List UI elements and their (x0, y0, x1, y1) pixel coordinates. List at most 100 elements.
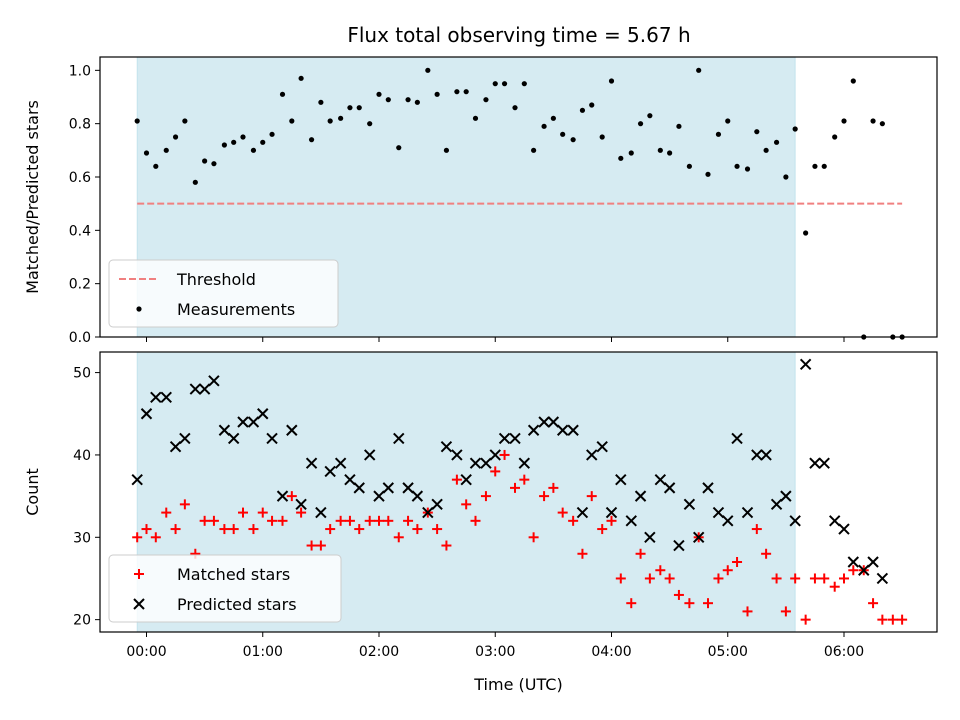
data-point (286, 424, 298, 436)
data-point (832, 134, 838, 140)
data-point (134, 118, 140, 124)
data-point (219, 524, 230, 535)
data-point (140, 408, 153, 420)
data-point (635, 548, 646, 559)
data-point (169, 440, 182, 453)
data-point (579, 107, 586, 113)
data-point (454, 89, 460, 95)
data-point (289, 118, 295, 124)
data-point (667, 150, 673, 156)
data-point (298, 75, 304, 81)
data-point (599, 134, 605, 140)
data-point (818, 457, 830, 469)
data-point (877, 614, 888, 625)
data-point (492, 81, 498, 87)
data-point (519, 474, 530, 485)
data-point (605, 506, 618, 519)
data-point (141, 524, 152, 535)
x-tick-label: 04:00 (591, 644, 631, 660)
legend: Matched stars Predicted stars (108, 554, 342, 623)
x-tick-label: 05:00 (708, 644, 748, 660)
legend-marker (136, 306, 142, 312)
data-point (761, 548, 772, 559)
data-point (150, 391, 162, 404)
data-point (318, 99, 324, 105)
axes-frame (99, 351, 938, 633)
data-point (269, 131, 275, 137)
data-point (324, 465, 336, 478)
data-point (376, 91, 382, 97)
data-point (839, 573, 849, 584)
data-point (469, 457, 482, 469)
data-point (257, 408, 269, 420)
data-point (637, 121, 644, 127)
data-point (751, 524, 762, 535)
data-point (556, 424, 569, 436)
data-point (879, 121, 885, 127)
y-tick-label: 0.6 (69, 170, 91, 186)
data-point (676, 123, 682, 129)
y-tick-label: 0.4 (69, 223, 91, 239)
data-point (799, 358, 812, 371)
data-point (382, 482, 395, 494)
data-point (393, 432, 405, 445)
data-point (143, 150, 150, 156)
data-point (441, 540, 452, 551)
data-point (354, 524, 365, 535)
data-point (179, 499, 190, 510)
data-point (547, 416, 560, 428)
data-point (841, 118, 847, 124)
data-point (819, 573, 830, 584)
data-point (683, 498, 696, 511)
data-point (731, 432, 743, 445)
data-point (266, 432, 278, 445)
data-point (618, 155, 624, 161)
x-tick-label: 00:00 (126, 644, 166, 660)
data-point (295, 498, 307, 511)
data-point (897, 614, 908, 625)
data-point (198, 383, 211, 395)
data-point (150, 532, 161, 543)
data-point (722, 515, 734, 527)
data-point (634, 490, 647, 502)
legend-box (108, 259, 339, 328)
data-point (189, 383, 202, 395)
data-point (396, 145, 402, 151)
data-point (780, 606, 791, 617)
data-point (644, 573, 655, 584)
data-point (480, 491, 491, 502)
data-point (725, 118, 731, 124)
data-point (577, 548, 588, 559)
data-point (531, 147, 537, 153)
data-point (684, 598, 695, 609)
data-point (570, 137, 576, 143)
y-tick-label: 50 (73, 366, 91, 382)
data-point (480, 457, 492, 469)
data-point (305, 457, 318, 469)
data-point (783, 174, 789, 180)
data-point (528, 532, 539, 543)
data-point (800, 614, 811, 625)
data-point (248, 524, 259, 535)
data-point (267, 515, 278, 526)
ratio-panel: 0.0 0.2 0.4 0.6 0.8 1.0 Matched/Predicted star… (23, 56, 938, 346)
data-point (792, 126, 798, 132)
data-point (490, 466, 501, 477)
data-point (664, 573, 675, 584)
data-point (538, 416, 550, 428)
data-point (425, 67, 431, 73)
y-tick-label: 0.2 (69, 277, 91, 293)
data-point (325, 524, 336, 535)
data-point (763, 147, 769, 153)
data-point (393, 532, 404, 543)
data-point (518, 457, 531, 469)
data-point (541, 123, 547, 129)
data-point (237, 416, 249, 428)
data-point (780, 490, 792, 502)
data-point (161, 507, 172, 518)
data-point (715, 131, 722, 137)
data-point (548, 482, 559, 493)
data-point (576, 506, 589, 519)
data-point (608, 78, 615, 84)
data-point (498, 432, 511, 445)
